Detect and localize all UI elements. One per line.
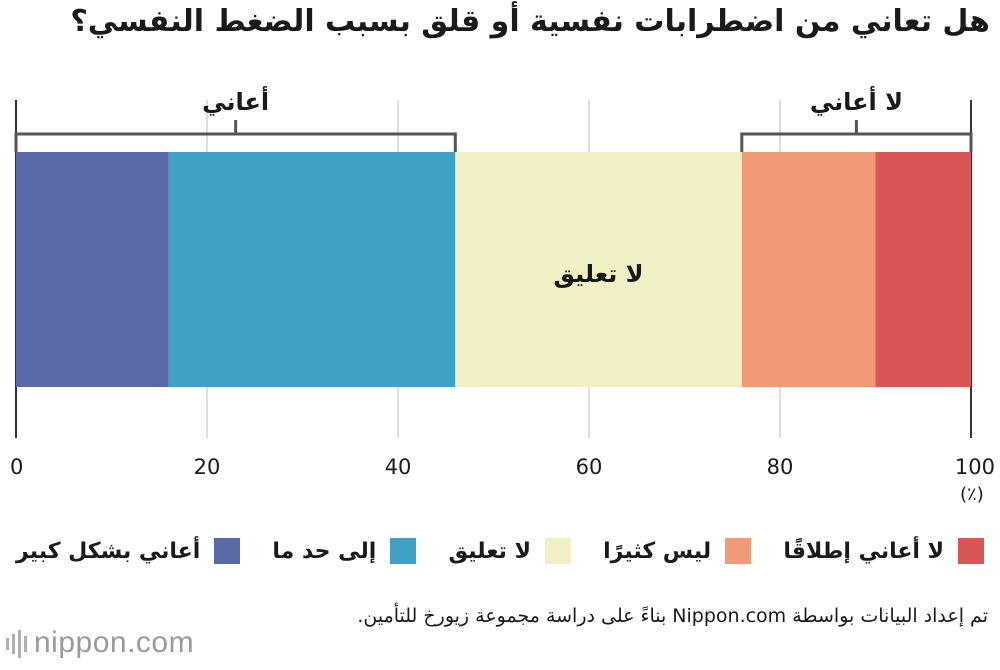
not-suffer-group-label: لا أعاني [810, 86, 903, 116]
center-label: لا تعليق [554, 260, 644, 288]
x-tick-label: 100 [955, 455, 995, 479]
nippon-logo: nippon.com [6, 626, 194, 660]
legend-label: ليس كثيرًا [603, 538, 712, 564]
suffer-group-label: أعاني [202, 86, 269, 116]
bar-segment [168, 152, 456, 387]
unit-label: (٪) [960, 484, 984, 505]
logo-bars-icon [6, 630, 27, 658]
legend-label: إلى حد ما [272, 538, 377, 564]
logo-text: nippon.com [34, 626, 195, 659]
legend-swatch [544, 538, 571, 564]
stacked-bar-chart: 0 20 40 60 80 100 لا تعليق أعاني لا أعاني [10, 86, 995, 479]
bar-segments [16, 152, 971, 387]
legend-swatch [214, 538, 241, 564]
legend-label: لا أعاني إطلاقًا [783, 538, 944, 564]
legend-swatch [725, 538, 752, 564]
x-tick-label: 20 [194, 455, 221, 479]
chart-title: هل تعاني من اضطرابات نفسية أو قلق بسبب ا… [70, 4, 990, 39]
bracket [740, 120, 973, 152]
group-brackets [14, 120, 973, 152]
legend-item: إلى حد ما [272, 538, 417, 564]
bar-segment [455, 152, 742, 387]
x-tick-label: 60 [576, 455, 603, 479]
x-tick-label: 40 [385, 455, 412, 479]
x-axis-ticks: 0 20 40 60 80 100 [10, 455, 995, 479]
x-tick-label: 80 [767, 455, 794, 479]
legend-item: ليس كثيرًا [603, 538, 752, 564]
legend: أعاني بشكل كبير إلى حد ما لا تعليق ليس كثير… [16, 538, 984, 564]
legend-label: أعاني بشكل كبير [16, 538, 201, 564]
bar-segment [16, 152, 169, 387]
legend-label: لا تعليق [448, 538, 531, 564]
bar-segment [741, 152, 876, 387]
legend-item: لا تعليق [448, 538, 571, 564]
source-note: تم إعداد البيانات بواسطة Nippon.com بناء… [357, 605, 988, 627]
bar-segment [875, 152, 971, 387]
legend-swatch [958, 538, 984, 564]
legend-item: أعاني بشكل كبير [16, 538, 241, 564]
x-tick-label: 0 [10, 455, 23, 479]
bracket [14, 120, 457, 152]
legend-swatch [390, 538, 417, 564]
legend-item: لا أعاني إطلاقًا [783, 538, 984, 564]
